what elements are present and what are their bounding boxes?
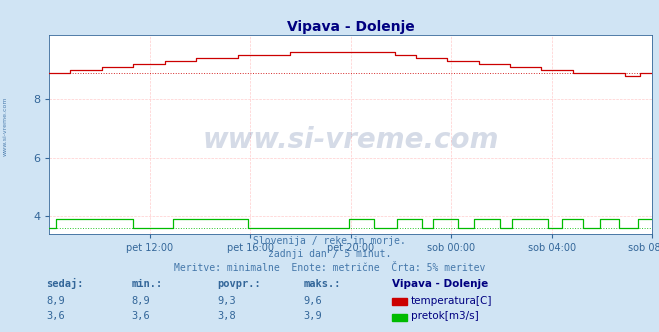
Text: Vipava - Dolenje: Vipava - Dolenje xyxy=(392,279,488,289)
Text: 9,3: 9,3 xyxy=(217,296,236,306)
Text: Meritve: minimalne  Enote: metrične  Črta: 5% meritev: Meritve: minimalne Enote: metrične Črta:… xyxy=(174,263,485,273)
Text: www.si-vreme.com: www.si-vreme.com xyxy=(203,126,499,154)
Text: 3,8: 3,8 xyxy=(217,311,236,321)
Text: sedaj:: sedaj: xyxy=(46,278,84,289)
Text: maks.:: maks.: xyxy=(303,279,341,289)
Text: povpr.:: povpr.: xyxy=(217,279,261,289)
Title: Vipava - Dolenje: Vipava - Dolenje xyxy=(287,20,415,34)
Text: 3,9: 3,9 xyxy=(303,311,322,321)
Text: temperatura[C]: temperatura[C] xyxy=(411,296,492,306)
Text: www.si-vreme.com: www.si-vreme.com xyxy=(3,96,8,156)
Text: zadnji dan / 5 minut.: zadnji dan / 5 minut. xyxy=(268,249,391,259)
Text: pretok[m3/s]: pretok[m3/s] xyxy=(411,311,478,321)
Text: min.:: min.: xyxy=(132,279,163,289)
Text: 3,6: 3,6 xyxy=(46,311,65,321)
Text: 8,9: 8,9 xyxy=(46,296,65,306)
Text: 9,6: 9,6 xyxy=(303,296,322,306)
Text: Slovenija / reke in morje.: Slovenija / reke in morje. xyxy=(253,236,406,246)
Text: 3,6: 3,6 xyxy=(132,311,150,321)
Text: 8,9: 8,9 xyxy=(132,296,150,306)
